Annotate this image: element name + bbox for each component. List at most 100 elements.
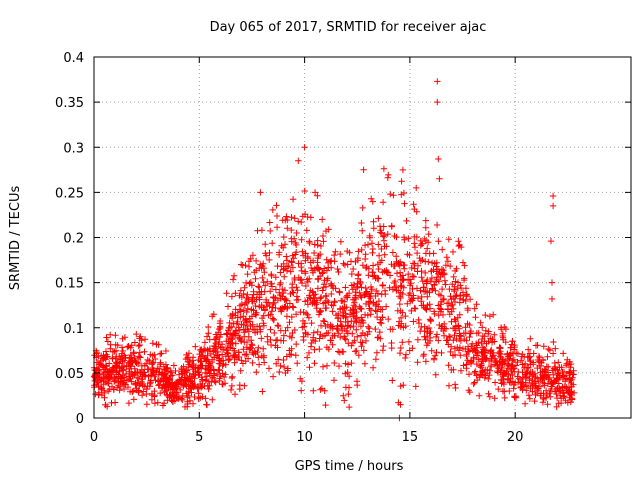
data-point [269,373,277,380]
data-point [372,356,380,363]
data-point [350,302,357,309]
data-point [388,344,395,352]
data-point [360,319,367,327]
data-point [491,395,498,402]
data-point [463,361,470,368]
data-point [335,362,343,370]
data-point [461,335,468,343]
data-point [473,360,480,368]
data-point [115,378,122,385]
data-point [410,273,418,281]
data-point [529,388,536,395]
data-point [232,306,239,313]
data-point [272,304,279,312]
data-point [445,333,453,340]
data-point [240,346,247,353]
data-point [488,339,496,346]
data-point [325,299,332,306]
data-point [136,349,143,356]
data-point [451,381,459,388]
data-point [186,397,194,404]
data-point [294,360,301,367]
data-point [253,323,261,330]
data-point [521,400,529,407]
data-point [366,305,373,312]
data-point [255,344,262,351]
data-point [133,385,140,392]
data-point [292,352,299,359]
data-point [319,287,326,294]
data-point [339,312,347,320]
data-point [236,336,244,343]
data-point [380,165,388,172]
data-point [248,341,255,348]
data-point [308,319,315,327]
data-point [422,258,429,265]
data-point [423,280,430,287]
data-point [100,371,107,378]
data-point [418,274,425,281]
data-point [549,192,557,200]
data-point [430,355,438,362]
data-point [304,255,312,262]
data-point [362,264,370,272]
data-point [157,350,164,358]
data-point [269,315,276,322]
data-point [456,344,464,351]
data-point [390,262,398,270]
data-point [414,336,422,343]
data-point [350,322,357,330]
data-point [244,322,252,330]
data-point [303,227,310,234]
data-point [501,394,508,402]
data-point [198,362,205,369]
data-point [359,339,366,346]
data-point [391,277,399,285]
data-point [183,366,190,374]
data-point [231,359,238,366]
data-point [562,378,569,385]
data-point [412,383,419,390]
data-point [447,343,455,350]
data-point [497,354,505,361]
data-point [182,381,189,388]
data-point [105,380,112,387]
data-point [270,316,277,324]
data-point [283,313,291,320]
data-point [517,357,525,364]
data-point [431,310,438,318]
y-tick-label: 0.4 [63,51,84,66]
data-point [267,227,274,235]
data-point [211,346,219,354]
data-point [265,312,272,319]
data-point [549,202,557,210]
data-point [249,298,256,305]
data-point [499,379,507,386]
data-point [311,346,318,353]
data-point [450,337,457,344]
data-point [237,287,244,294]
data-point [472,314,479,321]
data-point [414,268,421,275]
data-point [230,272,238,279]
data-point [159,371,167,379]
data-point [135,389,142,396]
data-point [422,358,430,365]
data-point [469,340,476,348]
data-point [544,353,551,360]
data-point [297,308,304,316]
data-point [347,323,354,331]
data-point [301,187,308,195]
data-point [154,399,161,406]
data-point [517,379,524,387]
data-point [505,360,512,368]
data-point [205,358,212,365]
data-point [184,354,191,361]
data-point [101,375,108,382]
data-point [449,301,456,309]
data-point [213,352,221,359]
data-point [94,379,101,386]
x-tick-label: 15 [402,430,419,445]
data-point [216,377,223,385]
data-point [495,385,502,393]
